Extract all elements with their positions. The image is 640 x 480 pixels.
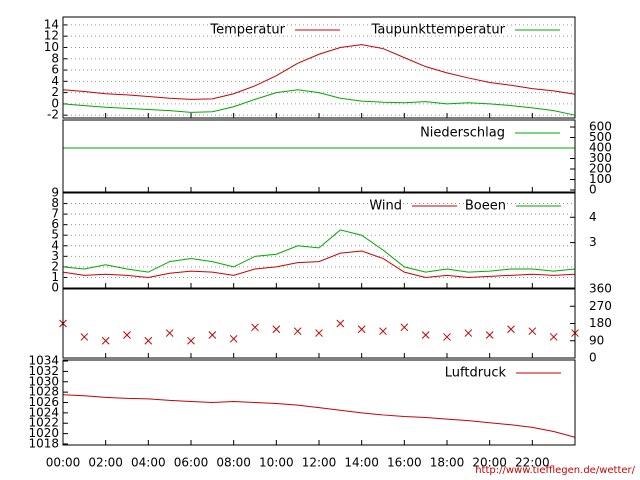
y-tick-label: 600 — [589, 120, 612, 134]
point — [272, 325, 281, 334]
point — [485, 331, 494, 339]
legend-label: Temperatur — [209, 23, 285, 38]
legend-label: Niederschlag — [420, 126, 505, 141]
point — [549, 333, 558, 341]
y-tick-label: 14 — [44, 17, 59, 31]
point — [251, 323, 259, 332]
y-tick-label: 100 — [589, 172, 612, 186]
y-tick-label: 200 — [589, 162, 612, 176]
x-tick-label: 16:00 — [387, 456, 422, 470]
point — [336, 319, 345, 328]
legend-label: Taupunkttemperatur — [371, 23, 506, 38]
legend-label: Wind — [369, 199, 402, 214]
line — [62, 250, 576, 278]
point — [528, 327, 537, 336]
y-tick-label: 1024 — [28, 405, 59, 419]
y-tick-label: 1 — [51, 270, 59, 284]
y-tick-label: -2 — [47, 108, 59, 122]
x-tick-label: 08:00 — [216, 456, 251, 470]
y-tick-label: 4 — [51, 74, 59, 88]
y2-tick-label: 4 — [589, 210, 597, 224]
legend-label: Luftdruck — [445, 366, 507, 381]
y-tick-label: 1022 — [28, 416, 59, 430]
y-tick-label: 360 — [589, 282, 612, 296]
point — [421, 331, 430, 339]
y-tick-label: 10 — [44, 40, 59, 54]
x-tick-label: 00:00 — [46, 456, 81, 470]
y-tick-label: 1026 — [28, 395, 59, 409]
y-tick-label: 90 — [589, 333, 604, 347]
y-tick-label: 4 — [51, 238, 59, 252]
y2-tick-label: 3 — [589, 235, 597, 249]
y-tick-label: 180 — [589, 316, 612, 330]
point — [80, 333, 89, 341]
y-tick-label: 270 — [589, 299, 612, 313]
plot-frame — [62, 192, 576, 289]
x-tick-label: 12:00 — [302, 456, 337, 470]
y-tick-label: 0 — [589, 183, 597, 197]
point — [379, 327, 387, 336]
y-tick-label: 1028 — [28, 385, 59, 399]
x-tick-label: 14:00 — [344, 456, 379, 470]
point — [315, 329, 323, 337]
x-tick-label: 06:00 — [174, 456, 209, 470]
y-tick-label: 0 — [51, 96, 59, 110]
legend-label: Boeen — [465, 199, 506, 214]
point — [123, 331, 131, 339]
y-tick-label: 0 — [51, 281, 59, 295]
y-tick-label: 1030 — [28, 374, 59, 388]
y-tick-label: 400 — [589, 141, 612, 155]
point — [507, 325, 515, 334]
x-tick-label: 22:00 — [515, 456, 550, 470]
point — [443, 333, 451, 341]
y-tick-label: 2 — [51, 85, 59, 99]
point — [464, 329, 473, 337]
y-tick-label: 8 — [51, 51, 59, 65]
plot-frame — [62, 359, 576, 446]
point — [187, 336, 195, 345]
footer: http://www.tiefflegen.de/wetter/ — [475, 465, 635, 476]
point — [101, 336, 110, 345]
x-tick-label: 10:00 — [259, 456, 294, 470]
y-tick-label: 6 — [51, 217, 59, 231]
y-tick-label: 1020 — [28, 426, 59, 440]
y-tick-label: 1032 — [28, 364, 59, 378]
plot-frame — [62, 16, 576, 119]
y-tick-label: 3 — [51, 249, 59, 263]
point — [400, 323, 409, 332]
y-tick-label: 2 — [51, 259, 59, 273]
y-tick-label: 8 — [51, 196, 59, 210]
point — [357, 325, 366, 334]
point — [144, 336, 153, 345]
y-tick-label: 0 — [589, 351, 597, 365]
x-tick-label: 18:00 — [430, 456, 465, 470]
line — [62, 44, 576, 100]
point — [165, 329, 174, 337]
line — [62, 394, 576, 438]
x-tick-label: 04:00 — [131, 456, 166, 470]
point — [208, 331, 217, 339]
x-tick-label: 20:00 — [472, 456, 507, 470]
y-tick-label: 5 — [51, 228, 59, 242]
point — [229, 334, 238, 343]
point — [293, 327, 302, 336]
y-tick-label: 12 — [44, 29, 59, 43]
y-tick-label: 9 — [51, 186, 59, 200]
y-tick-label: 500 — [589, 130, 612, 144]
y-tick-label: 1034 — [28, 354, 59, 368]
y-tick-label: 300 — [589, 151, 612, 165]
y-tick-label: 7 — [51, 207, 59, 221]
y-tick-label: 6 — [51, 63, 59, 77]
x-tick-label: 02:00 — [88, 456, 123, 470]
plot-frame — [62, 119, 576, 193]
line — [62, 89, 576, 116]
line — [62, 229, 576, 273]
y-tick-label: 1018 — [28, 436, 59, 450]
plot-frame — [62, 288, 576, 359]
